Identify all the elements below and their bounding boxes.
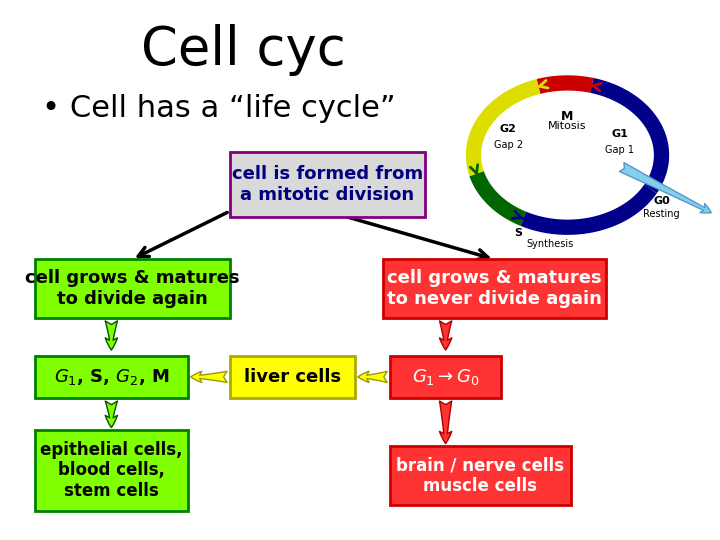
Text: • Cell has a “life cycle”: • Cell has a “life cycle” [42,93,395,123]
Text: epithelial cells,
blood cells,
stem cells: epithelial cells, blood cells, stem cell… [40,441,183,500]
Text: Cell cyc: Cell cyc [141,24,346,76]
Text: cell is formed from
a mitotic division: cell is formed from a mitotic division [232,165,423,204]
Text: G0: G0 [653,196,670,206]
Text: brain / nerve cells
muscle cells: brain / nerve cells muscle cells [397,456,564,495]
FancyBboxPatch shape [230,152,425,217]
Text: M: M [562,110,574,123]
Text: $G_1$$\rightarrow$$G_0$: $G_1$$\rightarrow$$G_0$ [412,367,480,387]
Text: Resting: Resting [643,209,680,219]
FancyBboxPatch shape [35,259,230,318]
Text: Synthesis: Synthesis [526,239,574,248]
Text: Gap 2: Gap 2 [494,140,523,150]
Text: G1: G1 [611,129,628,139]
FancyBboxPatch shape [390,355,501,399]
Text: G2: G2 [500,124,517,134]
FancyBboxPatch shape [383,259,606,318]
FancyBboxPatch shape [230,355,355,399]
Text: Gap 1: Gap 1 [606,145,634,155]
Text: cell grows & matures
to never divide again: cell grows & matures to never divide aga… [387,269,602,308]
Text: S: S [515,228,523,238]
Text: Mitosis: Mitosis [548,121,587,131]
Text: cell grows & matures
to divide again: cell grows & matures to divide again [25,269,240,308]
Text: liver cells: liver cells [244,368,341,386]
Text: $G_1$, S, $G_2$, M: $G_1$, S, $G_2$, M [53,367,169,387]
FancyBboxPatch shape [35,355,188,399]
FancyBboxPatch shape [390,447,571,505]
FancyBboxPatch shape [35,430,188,510]
